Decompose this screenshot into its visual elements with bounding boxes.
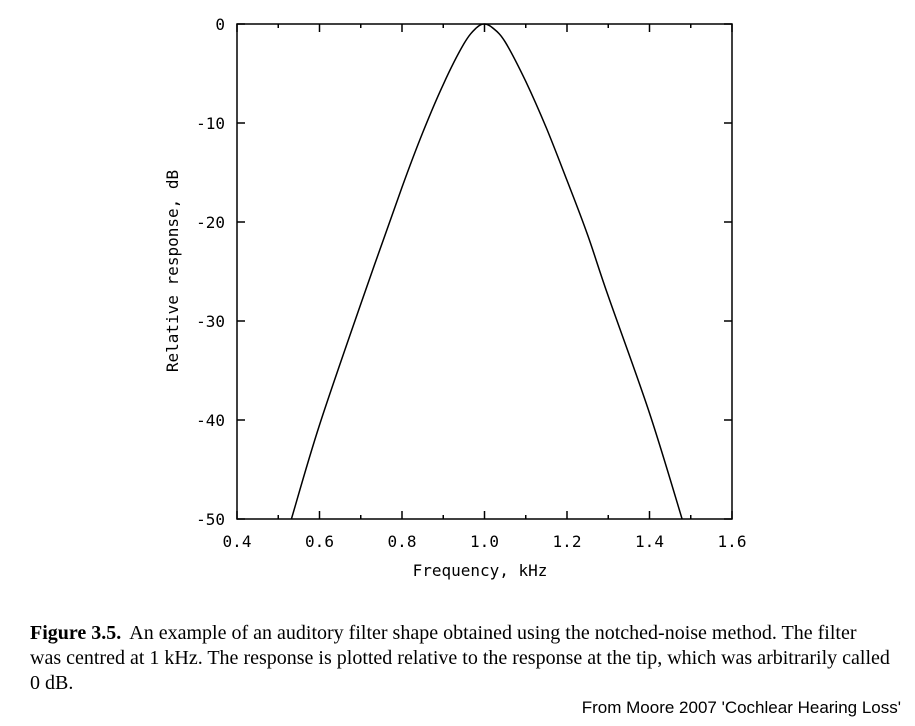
x-tick-label: 0.8 [388,532,417,551]
x-axis-title: Frequency, kHz [413,561,548,580]
y-tick-label: 0 [215,15,225,34]
x-tick-label: 1.4 [635,532,664,551]
y-tick-label: -30 [196,312,225,331]
axis-ticks [236,23,733,520]
figure-caption: Figure 3.5. An example of an auditory fil… [30,621,890,696]
x-tick-label: 0.6 [305,532,334,551]
y-axis-title: Relative response, dB [163,170,182,372]
x-tick-label: 1.2 [553,532,582,551]
x-tick-label: 1.6 [718,532,747,551]
response-curve [290,23,683,520]
y-tick-label: -20 [196,213,225,232]
figure-label: Figure 3.5. [30,622,122,644]
source-credit: From Moore 2007 'Cochlear Hearing Loss' [581,698,901,717]
plot-frame [236,23,733,520]
x-tick-label: 0.4 [223,532,252,551]
y-tick-label: -50 [196,510,225,529]
filter-shape-chart: 0.4 0.6 0.8 1.0 1.2 1.4 1.6 0 -10 -20 -30 -40 -50 Fr… [163,15,746,580]
tick-labels: 0.4 0.6 0.8 1.0 1.2 1.4 1.6 0 -10 -20 -30 -40 -50 [196,15,746,551]
y-tick-label: -10 [196,114,225,133]
caption-text: An example of an auditory filter shape o… [30,622,890,694]
x-tick-label: 1.0 [470,532,499,551]
y-tick-label: -40 [196,411,225,430]
